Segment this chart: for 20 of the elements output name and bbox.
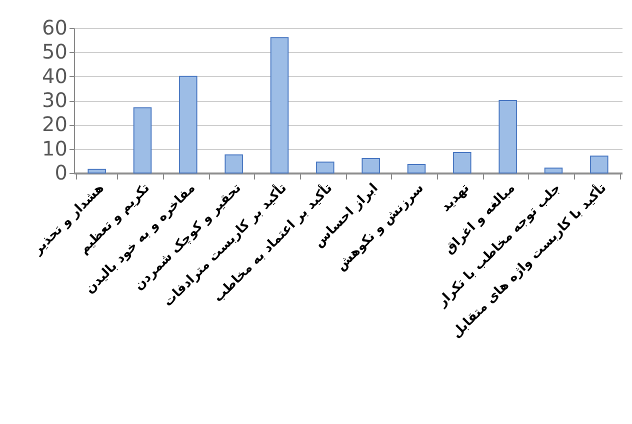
bar xyxy=(224,154,243,174)
bar xyxy=(133,107,152,174)
bar xyxy=(407,164,426,174)
bar xyxy=(544,168,563,174)
bar xyxy=(316,162,334,174)
x-tick-label: تهدید xyxy=(438,180,473,215)
bar xyxy=(453,152,472,174)
bar xyxy=(362,158,380,174)
y-tick-label: 20 xyxy=(42,112,68,136)
y-tick-label: 10 xyxy=(42,136,68,160)
y-tick-label: 0 xyxy=(54,160,68,184)
bar xyxy=(590,156,608,174)
y-tick-label: 30 xyxy=(42,88,68,112)
bar xyxy=(270,37,289,174)
bar xyxy=(88,168,106,174)
y-tick-label: 40 xyxy=(42,64,68,88)
y-tick-label: 50 xyxy=(42,40,68,64)
bar xyxy=(179,76,198,174)
bar xyxy=(498,100,517,174)
y-tick-label: 60 xyxy=(42,16,68,40)
